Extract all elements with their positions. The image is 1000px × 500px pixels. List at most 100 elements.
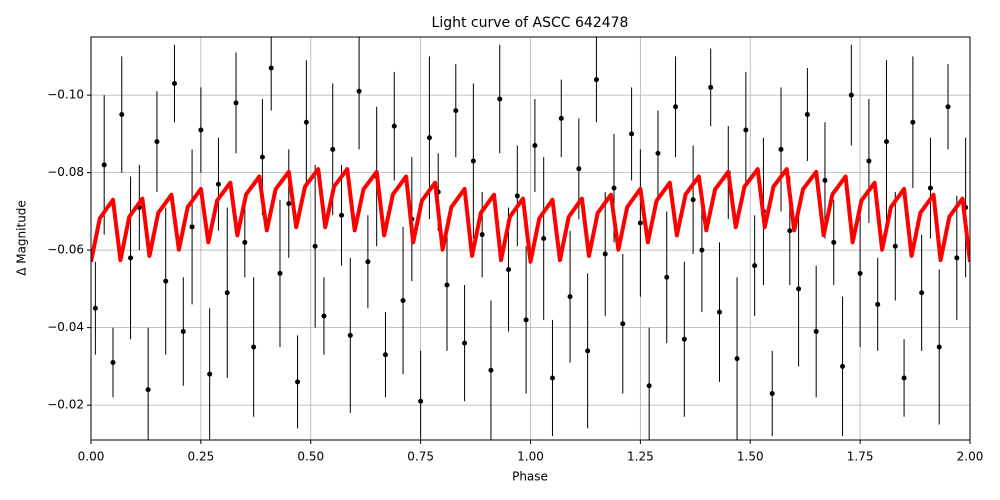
y-tick-label: −0.08	[47, 165, 84, 179]
data-point	[919, 290, 925, 296]
data-point	[567, 294, 573, 300]
data-point	[506, 267, 512, 272]
plot-area	[91, 37, 970, 440]
data-point	[479, 232, 485, 238]
data-point	[752, 263, 758, 269]
data-point	[593, 77, 599, 83]
data-point	[743, 127, 749, 133]
x-tick-label: 2.00	[957, 450, 984, 464]
data-point	[470, 158, 476, 164]
data-point	[840, 363, 846, 369]
data-point	[690, 197, 696, 203]
data-point	[514, 193, 520, 199]
model-curve	[91, 167, 970, 264]
data-point	[523, 317, 529, 323]
data-point	[637, 220, 643, 226]
data-point	[831, 239, 837, 245]
data-point	[927, 185, 933, 191]
data-point	[277, 270, 283, 276]
data-point	[110, 360, 116, 365]
data-point	[866, 158, 872, 164]
data-point	[883, 139, 889, 145]
data-point	[734, 356, 740, 362]
data-point	[339, 212, 345, 218]
data-point	[268, 65, 274, 71]
data-point	[602, 251, 608, 257]
x-tick-label: 0.00	[78, 450, 105, 464]
data-point	[646, 383, 652, 389]
data-point	[145, 387, 151, 393]
data-point	[365, 259, 371, 265]
data-point	[391, 123, 397, 129]
data-point	[796, 286, 802, 292]
data-point	[673, 104, 679, 110]
data-point	[198, 127, 204, 133]
x-axis-label: Phase	[512, 470, 548, 484]
data-point	[119, 112, 125, 117]
data-point	[242, 239, 248, 245]
data-point	[681, 336, 687, 342]
data-point	[189, 224, 195, 230]
x-tick-label: 1.50	[737, 450, 764, 464]
data-point	[804, 112, 810, 117]
data-point	[418, 398, 424, 404]
data-point	[400, 298, 406, 303]
data-point	[813, 329, 819, 334]
data-point	[321, 313, 327, 319]
data-point	[462, 340, 468, 346]
data-point	[497, 96, 503, 102]
y-tick-label: −0.06	[47, 243, 84, 257]
data-point	[936, 344, 942, 350]
y-tick-label: −0.10	[47, 88, 84, 102]
x-tick-label: 0.50	[297, 450, 324, 464]
data-point	[444, 282, 450, 288]
data-point	[251, 344, 257, 350]
data-point	[426, 135, 432, 141]
data-point	[620, 321, 626, 327]
data-point	[629, 131, 635, 137]
data-point	[295, 379, 301, 385]
data-point	[172, 81, 178, 86]
data-point	[154, 139, 160, 145]
data-point	[857, 270, 863, 276]
data-point	[708, 84, 714, 90]
data-point	[910, 119, 916, 125]
data-point	[875, 301, 881, 307]
data-point	[699, 247, 705, 253]
data-point	[716, 309, 722, 315]
data-point	[945, 104, 951, 110]
data-point	[585, 348, 591, 354]
x-tick-label: 0.25	[188, 450, 215, 464]
data-point	[532, 143, 538, 148]
data-point	[303, 119, 309, 125]
data-point	[558, 115, 564, 121]
data-point	[488, 367, 494, 373]
data-point	[92, 305, 98, 311]
data-point	[312, 243, 318, 249]
data-point	[778, 146, 784, 152]
data-point	[541, 236, 547, 241]
data-point	[769, 391, 775, 396]
data-point	[453, 108, 459, 114]
data-point	[347, 332, 353, 338]
data-point	[901, 375, 907, 381]
data-point	[233, 100, 239, 106]
chart-title: Light curve of ASCC 642478	[432, 15, 629, 31]
data-point	[954, 255, 960, 261]
y-tick-label: −0.04	[47, 320, 84, 334]
data-point	[180, 329, 186, 334]
data-point	[224, 290, 230, 296]
data-point	[576, 166, 582, 172]
data-point	[286, 201, 292, 207]
x-tick-label: 1.25	[627, 450, 654, 464]
data-point	[215, 181, 221, 187]
data-point	[356, 88, 362, 94]
data-point	[259, 154, 265, 160]
data-point	[822, 177, 828, 183]
x-tick-label: 1.75	[847, 450, 874, 464]
data-point	[549, 375, 555, 381]
data-point	[163, 278, 169, 284]
data-point	[848, 92, 854, 98]
data-point	[892, 243, 898, 249]
